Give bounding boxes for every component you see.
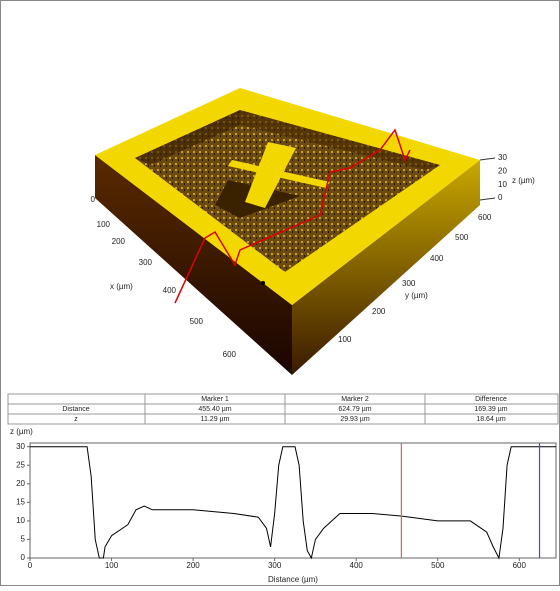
- y-axis-label: y (µm): [405, 291, 428, 300]
- z-tick-label: 30: [498, 153, 507, 162]
- z-tick-label: 10: [498, 180, 507, 189]
- table-header: Marker 1: [201, 396, 229, 403]
- x-tick-label: 500: [190, 317, 204, 326]
- x-tick-label: 0: [91, 195, 96, 204]
- x-tick-label: 100: [97, 220, 111, 229]
- x-tick-label: 0: [28, 561, 33, 570]
- z-tick-label: 20: [498, 166, 507, 175]
- y-tick-label: 30: [16, 442, 25, 451]
- x-tick-label: 100: [105, 561, 119, 570]
- table-cell: 624.79 µm: [338, 406, 371, 413]
- table-cell: 455.40 µm: [198, 406, 231, 413]
- x-tick-label: 400: [350, 561, 364, 570]
- x-tick-label: 500: [431, 561, 445, 570]
- x-axis-label: Distance (µm): [268, 575, 318, 584]
- table-cell: 18.64 µm: [476, 416, 505, 423]
- y-tick-label: 500: [455, 233, 469, 242]
- y-tick-label: 200: [372, 307, 386, 316]
- y-tick-label: 300: [402, 279, 416, 288]
- x-tick-label: 200: [112, 237, 126, 246]
- y-tick-label: 5: [21, 535, 26, 544]
- x-tick-label: 300: [268, 561, 282, 570]
- x-axis-label: x (µm): [110, 282, 133, 291]
- z-tick-label: 0: [498, 193, 503, 202]
- y-tick-label: 0: [290, 367, 295, 376]
- table-cell: z: [74, 416, 78, 423]
- y-tick-label: 15: [16, 497, 25, 506]
- y-tick-label: 10: [16, 516, 25, 525]
- x-tick-label: 200: [186, 561, 200, 570]
- table-cell: 11.29 µm: [201, 416, 230, 423]
- x-tick-label: 400: [163, 286, 177, 295]
- y-tick-label: 400: [430, 254, 444, 263]
- y-tick-label: 25: [16, 460, 25, 469]
- y-tick-label: 100: [338, 335, 352, 344]
- z-axis-label: z (µm): [512, 176, 535, 185]
- y-tick-label: 0: [21, 553, 26, 562]
- screenshot: 0100200300400500600010020030040050060001…: [0, 0, 560, 586]
- table-cell: 29.93 µm: [340, 416, 369, 423]
- y-tick-label: 600: [478, 213, 492, 222]
- table-cell: 169.39 µm: [474, 406, 507, 413]
- y-tick-label: 20: [16, 479, 25, 488]
- table-header: Marker 2: [341, 396, 369, 403]
- y-axis-label: z (µm): [10, 427, 33, 436]
- x-tick-label: 300: [139, 258, 153, 267]
- x-tick-label: 600: [513, 561, 527, 570]
- table-header: Difference: [475, 396, 507, 403]
- x-tick-label: 600: [223, 350, 237, 359]
- marker-table: Marker 1 Marker 2 Difference Distance 455.40…: [8, 394, 558, 424]
- table-cell: Distance: [62, 406, 89, 413]
